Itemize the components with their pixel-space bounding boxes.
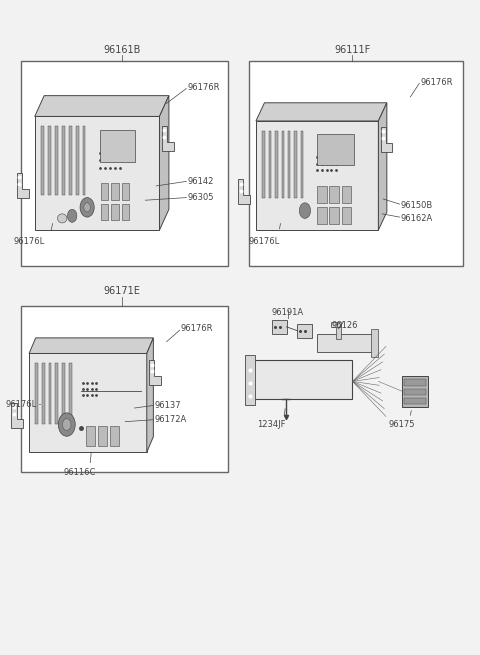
Bar [298, 324, 312, 338]
Text: 96137: 96137 [155, 401, 181, 410]
Text: 96150B: 96150B [401, 201, 433, 210]
Bar [62, 126, 65, 195]
Bar [21, 61, 228, 266]
Polygon shape [29, 338, 154, 354]
Text: 96161B: 96161B [103, 45, 141, 55]
Text: 96172A: 96172A [155, 415, 187, 424]
Bar [111, 183, 119, 200]
Circle shape [84, 203, 90, 212]
Polygon shape [159, 96, 169, 230]
Bar [317, 334, 373, 352]
Circle shape [80, 198, 94, 217]
Text: 96305: 96305 [188, 193, 214, 202]
Text: 96116C: 96116C [63, 468, 96, 477]
Bar [69, 363, 72, 424]
Bar [404, 379, 426, 386]
Bar [29, 354, 147, 452]
Bar [372, 329, 378, 358]
Bar [317, 186, 326, 203]
Bar [110, 426, 120, 445]
Bar [69, 126, 72, 195]
Bar [336, 324, 341, 339]
Text: 96176L: 96176L [6, 400, 37, 409]
Polygon shape [147, 338, 154, 452]
Bar [404, 388, 426, 395]
Bar [273, 320, 287, 334]
Bar [121, 183, 129, 200]
Bar [100, 130, 134, 162]
Circle shape [58, 413, 75, 436]
Bar [269, 130, 271, 198]
Text: 96176R: 96176R [188, 83, 220, 92]
Bar [101, 204, 108, 220]
Text: 96126: 96126 [331, 321, 358, 330]
Bar [121, 204, 129, 220]
Polygon shape [162, 126, 174, 151]
Bar [62, 363, 65, 424]
Bar [21, 306, 228, 472]
Bar [329, 207, 339, 223]
Bar [253, 360, 352, 399]
Text: 96191A: 96191A [272, 308, 304, 317]
Bar [111, 204, 119, 220]
Text: 96171E: 96171E [103, 286, 140, 296]
Bar [263, 130, 265, 198]
Bar [83, 126, 85, 195]
Polygon shape [381, 127, 393, 151]
Bar [317, 134, 354, 164]
Polygon shape [238, 179, 250, 204]
Bar [245, 355, 254, 405]
Bar [41, 126, 44, 195]
Bar [42, 363, 45, 424]
Bar [402, 375, 428, 407]
Circle shape [300, 203, 311, 218]
Bar [342, 186, 351, 203]
Bar [301, 130, 303, 198]
Bar [331, 322, 341, 328]
Bar [48, 363, 51, 424]
Bar [101, 183, 108, 200]
Polygon shape [378, 103, 387, 230]
Bar [275, 130, 277, 198]
Polygon shape [256, 103, 387, 121]
Bar [404, 398, 426, 404]
Ellipse shape [58, 214, 67, 223]
Bar [48, 126, 51, 195]
Bar [35, 117, 159, 230]
Polygon shape [11, 403, 23, 428]
Bar [55, 126, 58, 195]
Polygon shape [149, 360, 161, 385]
Circle shape [62, 419, 71, 430]
Text: 96111F: 96111F [335, 45, 371, 55]
Bar [55, 363, 58, 424]
Bar [76, 126, 79, 195]
Bar [98, 426, 107, 445]
Bar [256, 121, 378, 230]
Text: 96176R: 96176R [421, 77, 453, 86]
Polygon shape [17, 173, 29, 198]
Bar [85, 426, 95, 445]
Bar [249, 61, 463, 266]
Bar [35, 363, 38, 424]
Text: 96162A: 96162A [401, 214, 433, 223]
Bar [294, 130, 297, 198]
Text: 96175: 96175 [389, 420, 415, 429]
Text: 96176L: 96176L [249, 236, 280, 246]
Polygon shape [35, 96, 169, 117]
Text: 96176R: 96176R [180, 324, 213, 333]
Text: 96176L: 96176L [13, 236, 45, 246]
Text: 1234JF: 1234JF [257, 420, 285, 429]
Bar [317, 207, 326, 223]
Bar [282, 130, 284, 198]
Circle shape [68, 210, 77, 222]
Bar [342, 207, 351, 223]
Bar [288, 130, 290, 198]
Bar [329, 186, 339, 203]
Text: 96142: 96142 [188, 177, 214, 186]
